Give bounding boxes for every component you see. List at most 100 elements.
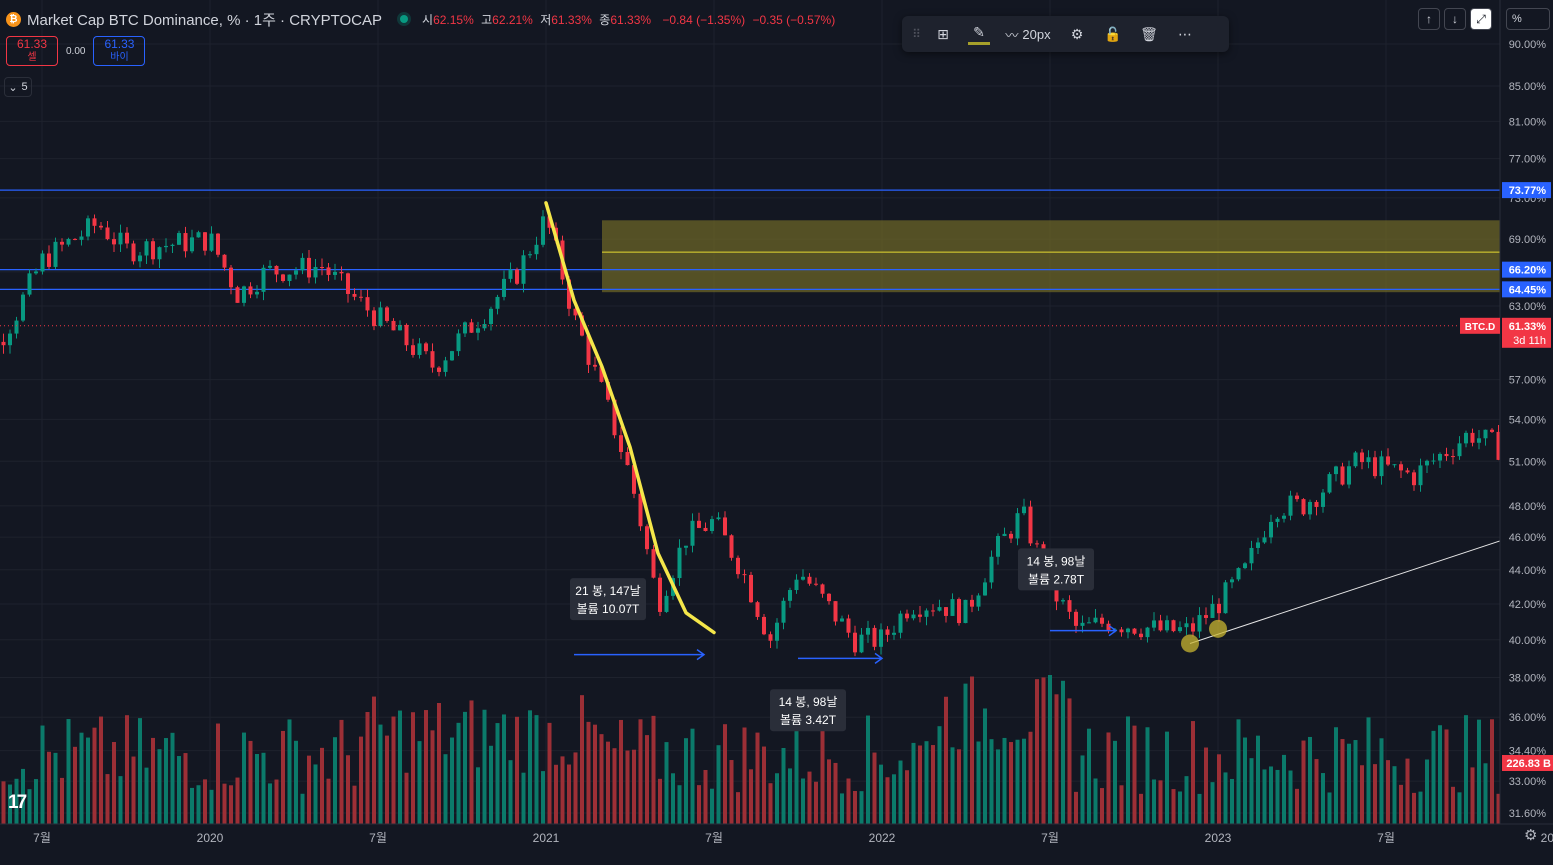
volume-bar [905,770,909,824]
indicators-toggle-button[interactable]: ⌄ 5 [4,77,32,97]
volume-bar [768,783,773,824]
x-tick-label: 2020 [197,831,224,845]
volume-bar [1132,725,1137,824]
x-tick-label: 7월 [1041,831,1059,845]
chart-settings-gear-icon[interactable]: ⚙ [1524,827,1538,844]
candle-body [1009,533,1013,539]
candle-body [775,622,779,641]
drag-handle-icon[interactable]: ⠿ [912,27,921,41]
scroll-up-icon[interactable]: ↑ [1418,8,1440,30]
volume-bar [268,783,272,824]
volume-bar [612,748,617,824]
volume-bar [1074,791,1078,824]
candle-body [859,634,864,653]
volume-bar [170,732,175,824]
candle-body [8,333,12,346]
candle-body [814,583,818,585]
volume-bar [1106,732,1111,824]
candle-body [411,345,415,355]
candle-body [651,549,656,578]
buy-button[interactable]: 61.33 바이 [93,36,146,66]
volume-bar [398,710,402,824]
candle-body [287,274,292,281]
candle-body [1002,533,1007,537]
volume-bar [1308,736,1312,824]
volume-bar [385,735,389,824]
candle-body [1418,465,1423,486]
more-icon[interactable]: ⋯ [1178,25,1192,42]
candle-body [853,632,857,653]
candle-body [300,257,305,271]
volume-bar [157,749,162,824]
percent-scale-button[interactable]: % [1506,8,1550,30]
candle-body [827,593,831,602]
volume-bar [346,755,350,824]
candle-body [632,465,636,494]
time-axis-panel [0,824,1553,865]
candle-body [469,322,474,333]
volume-bar [1301,740,1306,824]
symbol-title[interactable]: Market Cap BTC Dominance, % · 1주 · CRYPT… [27,11,383,29]
candle-body [1015,513,1020,539]
candle-body [1347,466,1351,485]
volume-bar [924,741,929,824]
gear-icon[interactable]: ⚙ [1070,25,1084,42]
touch-point-marker [1209,619,1227,638]
volume-bar [1002,737,1007,824]
volume-bar [859,791,864,824]
candle-body [1204,615,1208,618]
pencil-icon[interactable]: ✎ [962,19,996,49]
candle-body [203,232,207,251]
volume-bar [593,724,597,824]
volume-bar [313,764,318,824]
candle-body [385,307,389,321]
volume-bar [554,764,558,824]
volume-bar [807,771,812,824]
range-label-box [1018,548,1094,591]
candle-body [755,602,760,617]
candle-body [508,269,513,279]
volume-bar [1054,694,1059,824]
candle-body [606,381,610,400]
candle-body [1353,452,1358,467]
scroll-down-icon[interactable]: ↓ [1444,8,1466,30]
candle-body [66,238,71,245]
candle-body [1412,472,1416,486]
candle-body [872,627,877,647]
candle-body [645,526,649,550]
volume-bar [840,793,844,824]
x-tick-label: 7월 [33,831,51,845]
candle-body [281,274,285,281]
spread-value: 0.00 [66,45,86,57]
volume-bar [86,737,90,824]
volume-bar [1236,719,1241,824]
bar-change: −0.84 (−1.35%) [662,12,746,27]
candle-body [1366,457,1371,463]
range-label-bars: 14 봉, 98날 [779,695,838,709]
sell-button[interactable]: 61.33 셀 [6,36,58,66]
volume-bar [203,779,207,824]
volume-bar [79,732,84,824]
lock-icon[interactable]: 🔓 [1104,25,1122,42]
volume-bar [8,784,12,824]
volume-bar [970,676,974,824]
templates-icon[interactable]: ⊞ [937,25,949,42]
candle-body [352,293,357,297]
auto-fit-icon[interactable]: ⤢ [1470,8,1492,30]
range-label-volume: 볼륨 3.42T [780,713,837,727]
bar-change-2: −0.35 (−0.57%) [752,12,836,27]
volume-bar [1340,739,1345,824]
candle-body [1444,453,1449,457]
trash-icon[interactable]: 🗑 [1140,25,1158,42]
volume-bar [918,745,922,824]
candle-body [404,324,409,346]
tradingview-logo[interactable]: 17 [8,792,27,813]
line-width-button[interactable]: 〰 20px [1005,26,1051,43]
volume-bar [697,785,701,824]
candle-body [534,244,539,255]
volume-bar [21,768,25,824]
volume-bar [1262,769,1267,824]
candle-body [1392,464,1397,466]
